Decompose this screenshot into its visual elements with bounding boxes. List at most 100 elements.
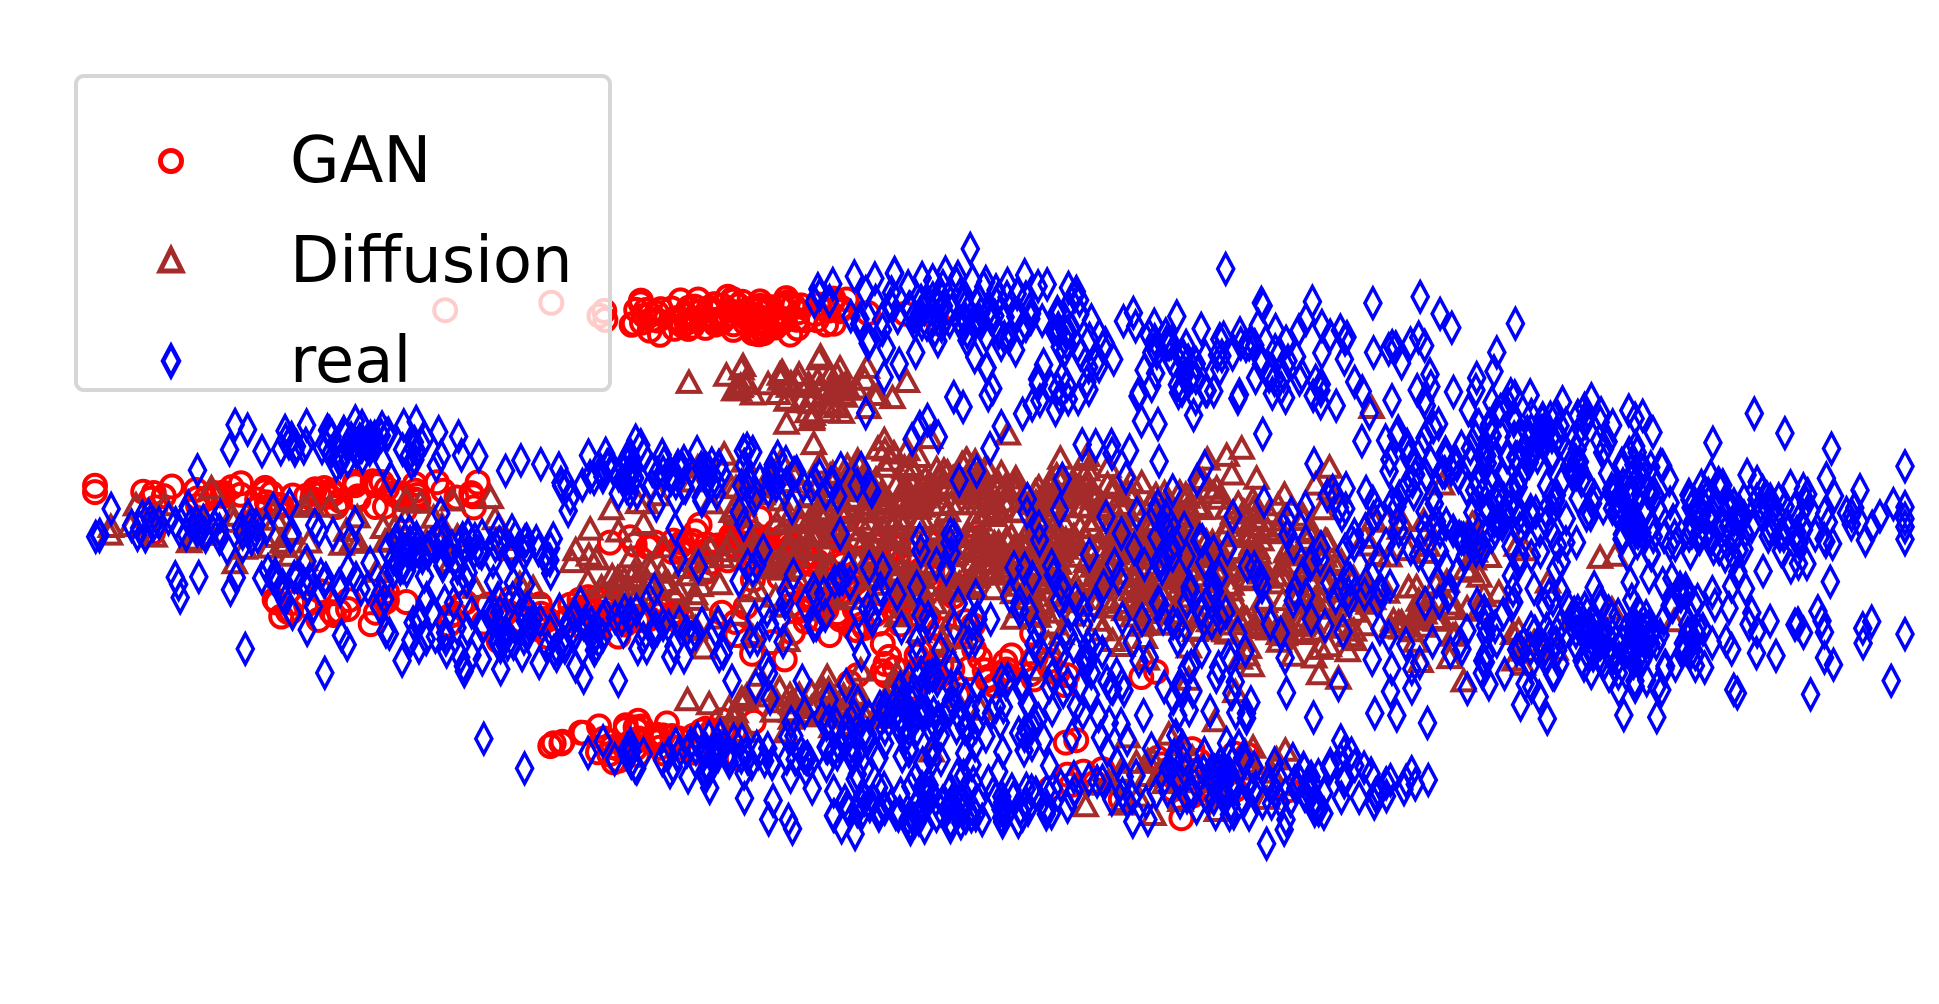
point-diffusion (772, 385, 802, 412)
point-diffusion (673, 685, 702, 712)
point-real (1037, 791, 1058, 829)
point-diffusion (1238, 494, 1267, 522)
point-real (265, 560, 286, 598)
point-diffusion (901, 541, 931, 568)
point-real (1855, 521, 1876, 559)
point-real (777, 718, 798, 756)
point-real (549, 591, 570, 629)
point-real (920, 773, 941, 811)
point-real (1275, 639, 1296, 677)
point-diffusion (797, 381, 827, 408)
point-real (1625, 667, 1646, 706)
point-real (1401, 669, 1422, 708)
point-real (1112, 599, 1133, 638)
point-real (891, 713, 912, 752)
point-real (1047, 369, 1068, 408)
point-real (1230, 314, 1250, 353)
point-real (1445, 442, 1466, 480)
point-real (1146, 774, 1167, 812)
point-real (1532, 402, 1553, 441)
point-real (578, 436, 599, 475)
point-diffusion (573, 566, 603, 593)
point-real (175, 495, 196, 534)
point-real (1788, 544, 1809, 583)
point-diffusion (992, 524, 1022, 552)
point-real (775, 584, 796, 622)
point-real (1328, 666, 1349, 704)
point-real (1148, 583, 1169, 622)
point-real (1515, 665, 1536, 703)
point-real (1415, 584, 1436, 622)
point-real (1780, 548, 1801, 586)
point-real (293, 563, 314, 601)
point-real (1411, 429, 1432, 467)
point-real (1050, 568, 1071, 606)
point-real (383, 554, 404, 592)
point-real (1521, 609, 1542, 648)
point-diffusion (1055, 529, 1084, 556)
point-real (1069, 295, 1090, 333)
point-real (1047, 297, 1068, 336)
point-real (472, 609, 493, 647)
point-diffusion (846, 655, 876, 682)
point-real (860, 322, 881, 360)
point-real (1774, 414, 1795, 452)
point-real (923, 729, 944, 768)
point-real (947, 664, 968, 702)
point-real (1606, 492, 1627, 530)
point-real (1626, 461, 1647, 500)
point-real (1170, 783, 1191, 821)
point-real (472, 640, 493, 679)
point-real (1262, 374, 1283, 413)
point-real (942, 785, 963, 823)
point-real (1276, 674, 1297, 712)
point-diffusion (1154, 719, 1184, 746)
point-real (980, 429, 1000, 468)
point-real (1852, 609, 1873, 648)
point-real (1243, 771, 1263, 810)
point-diffusion (96, 511, 126, 538)
point-real (869, 791, 890, 829)
point-real (1823, 645, 1844, 684)
point-real (1664, 516, 1685, 555)
point-real (1401, 753, 1422, 791)
point-diffusion (980, 528, 1009, 555)
point-real (1301, 600, 1322, 638)
point-real (1173, 741, 1194, 779)
point-real (699, 769, 720, 807)
point-real (797, 738, 818, 777)
point-real (621, 733, 642, 771)
point-diffusion (717, 496, 747, 523)
point-real (1555, 614, 1576, 653)
point-real (443, 583, 464, 622)
point-real (1725, 518, 1746, 557)
point-real (910, 532, 931, 570)
point-real (889, 793, 910, 831)
point-real (1673, 624, 1694, 663)
point-diffusion (962, 554, 992, 581)
point-real (1149, 442, 1170, 481)
point-real (1063, 758, 1084, 796)
point-gan (777, 321, 804, 348)
point-real (1547, 526, 1568, 565)
point-real (943, 378, 964, 416)
point-real (668, 540, 689, 578)
point-real (1066, 687, 1087, 726)
point-real (1045, 391, 1066, 429)
point-real (1457, 612, 1477, 650)
point-real (1159, 748, 1180, 787)
point-real (1288, 311, 1309, 350)
point-real (1594, 644, 1615, 682)
point-real (1156, 510, 1177, 549)
point-real (1429, 583, 1450, 622)
point-real (823, 733, 844, 772)
point-real (1137, 800, 1158, 839)
point-real (377, 531, 398, 569)
point-real (1131, 402, 1152, 440)
point-real (204, 506, 225, 545)
point-real (733, 432, 754, 470)
point-real (502, 579, 523, 618)
point-real (1702, 423, 1723, 462)
point-real (1084, 585, 1105, 624)
point-real (1550, 406, 1571, 445)
